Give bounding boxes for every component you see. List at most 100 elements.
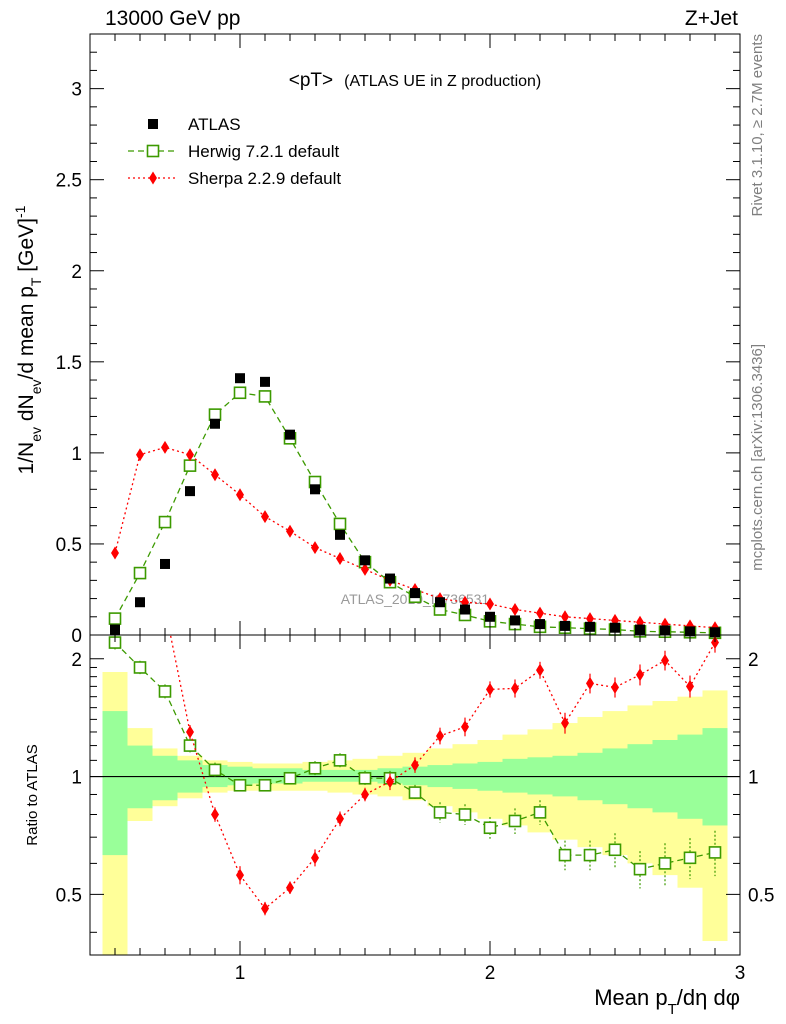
main-point-sherpa [211,468,219,482]
ratio-point-herwig [283,771,297,785]
rivet-label: Rivet 3.1.10, ≥ 2.7M events [749,34,766,217]
ratio-point-herwig [433,806,447,819]
legend-entry-herwig: Herwig 7.2.1 default [128,142,339,161]
ratio-point-herwig [608,843,622,857]
legend-marker-herwig [146,144,160,158]
ratio-point-sherpa [486,682,494,696]
ratio-point-herwig [358,771,372,785]
ratio-point-herwig [558,848,572,862]
ratio-point-sherpa [361,787,369,801]
main-point-atlas [185,486,195,497]
ratio-ytick-label-right: 1 [748,768,759,789]
ratio-point-sherpa [636,668,644,682]
main-point-sherpa [136,448,144,462]
main-point-herwig [158,515,172,529]
ratio-point-sherpa [511,681,519,695]
ratio-point-sherpa [286,881,294,895]
main-point-herwig [133,566,147,580]
ratio-point-herwig [233,778,247,792]
ratio-band-inner [502,758,528,793]
main-point-atlas [260,376,270,387]
svg-text:1/Nev dNev/d mean pT [GeV]-1: 1/Nev dNev/d mean pT [GeV]-1 [12,205,44,474]
ratio-point-sherpa [411,758,419,772]
ratio-point-herwig [583,848,597,862]
ratio-point-sherpa [311,851,319,865]
ratio-point-herwig [133,661,147,674]
process-label: Z+Jet [685,7,738,30]
main-point-herwig [233,386,247,400]
ratio-point-sherpa [661,653,669,667]
ratio-point-herwig [458,808,472,821]
main-ytick-label: 1.5 [56,353,82,374]
main-point-herwig [108,612,122,625]
main-point-herwig [333,517,347,531]
ratio-point-sherpa [261,902,269,916]
ratio-point-sherpa [236,868,244,882]
mcplots-label: mcplots.cern.ch [arXiv:1306.3436] [749,344,766,571]
plot-title-main: <pT> [289,70,333,91]
main-point-sherpa [186,448,194,462]
main-point-sherpa [261,510,269,524]
ratio-point-herwig [183,739,197,752]
legend-label-sherpa: Sherpa 2.2.9 default [188,169,341,188]
main-point-atlas [610,622,620,633]
ratio-point-sherpa [211,807,219,821]
legend-marker-atlas [148,119,158,129]
main-point-herwig [208,408,222,421]
ratio-point-herwig [658,857,672,870]
main-point-atlas [335,529,345,540]
ratio-ytick-label-right: 0.5 [748,885,774,906]
xtick-label: 2 [485,963,496,984]
main-point-sherpa [311,541,319,555]
ratio-point-sherpa [711,636,719,650]
main-point-sherpa [236,488,244,502]
ratio-band-inner [302,769,328,782]
ratio-point-sherpa [586,676,594,690]
main-series-atlas [110,373,720,638]
legend-entry-sherpa: Sherpa 2.2.9 default [128,169,341,188]
ratio-point-sherpa [161,601,169,614]
ratio-band-inner [152,755,178,801]
legend: ATLAS Herwig 7.2.1 default Sherpa 2.2.9 de… [128,115,341,188]
ratio-point-sherpa [186,725,194,739]
plot-title: <pT> (ATLAS UE in Z production) [289,70,542,91]
ratio-point-sherpa [536,663,544,677]
main-point-atlas [460,604,470,615]
ratio-point-herwig [508,814,522,828]
main-series-herwig [108,386,722,640]
ratio-point-sherpa [386,775,394,789]
main-point-sherpa [511,603,519,617]
ratio-point-sherpa [611,680,619,694]
main-point-sherpa [361,562,369,576]
main-point-atlas [310,484,320,495]
ratio-point-herwig [533,806,547,819]
main-ytick-label: 2.5 [56,171,82,192]
main-point-atlas [435,597,445,608]
ratio-band-inner [327,769,353,782]
main-point-atlas [235,373,245,384]
main-point-atlas [510,615,520,626]
ratio-point-sherpa [136,480,144,493]
ratio-ytick-label: 2 [71,650,82,671]
main-point-atlas [535,619,545,630]
main-ytick-label: 1 [71,444,82,465]
ratio-ylabel: Ratio to ATLAS [24,744,41,845]
main-point-atlas [410,588,420,599]
main-ytick-label: 0.5 [56,535,82,556]
main-point-atlas [160,558,170,569]
main-point-atlas [135,597,145,608]
ratio-point-herwig [708,846,722,859]
legend-label-herwig: Herwig 7.2.1 default [188,142,339,161]
ratio-band-inner [527,757,553,795]
ratio-point-herwig [208,763,222,777]
main-point-sherpa [111,546,119,560]
main-ylabel: 1/Nev dNev/d mean pT [GeV]-1 [12,205,44,474]
legend-label-atlas: ATLAS [188,115,241,134]
ratio-series-sherpa [136,480,719,916]
ratio-ytick-label: 1 [71,768,82,789]
ratio-point-herwig [308,761,322,775]
main-point-sherpa [336,552,344,566]
ratio-point-herwig [258,778,272,792]
main-point-atlas [585,621,595,632]
main-point-atlas [210,418,220,429]
